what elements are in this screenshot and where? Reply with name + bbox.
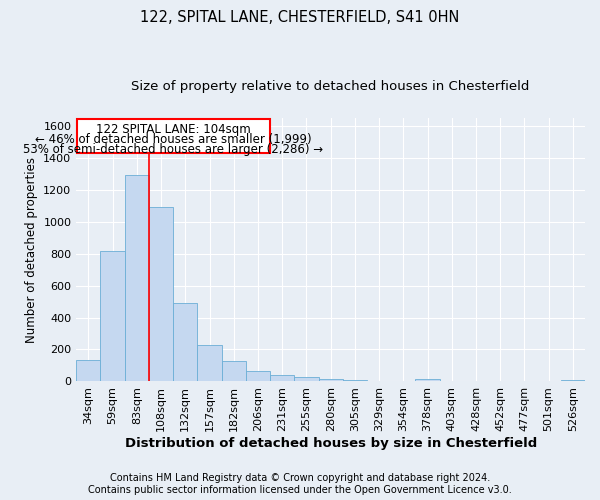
Bar (294, 378, 319, 382)
Text: ← 46% of detached houses are smaller (1,999): ← 46% of detached houses are smaller (1,… (35, 133, 312, 146)
Bar (100, 251, 125, 382)
X-axis label: Distribution of detached houses by size in Chesterfield: Distribution of detached houses by size … (125, 437, 537, 450)
Bar (125, 174, 149, 382)
Bar (246, 371, 270, 382)
Y-axis label: Number of detached properties: Number of detached properties (25, 156, 38, 342)
Bar (415, 380, 440, 382)
Bar (76, 360, 100, 382)
Bar (149, 208, 173, 382)
Bar (319, 379, 343, 382)
Bar (343, 380, 367, 382)
Text: 53% of semi-detached houses are larger (2,286) →: 53% of semi-detached houses are larger (… (23, 142, 323, 156)
Bar (197, 344, 221, 382)
Text: 122 SPITAL LANE: 104sqm: 122 SPITAL LANE: 104sqm (96, 124, 251, 136)
Bar (221, 360, 246, 382)
Bar (270, 376, 294, 382)
Text: Contains HM Land Registry data © Crown copyright and database right 2024.
Contai: Contains HM Land Registry data © Crown c… (88, 474, 512, 495)
Bar (561, 380, 585, 382)
Bar (173, 303, 197, 382)
FancyBboxPatch shape (77, 120, 270, 153)
Title: Size of property relative to detached houses in Chesterfield: Size of property relative to detached ho… (131, 80, 530, 93)
Text: 122, SPITAL LANE, CHESTERFIELD, S41 0HN: 122, SPITAL LANE, CHESTERFIELD, S41 0HN (140, 10, 460, 25)
